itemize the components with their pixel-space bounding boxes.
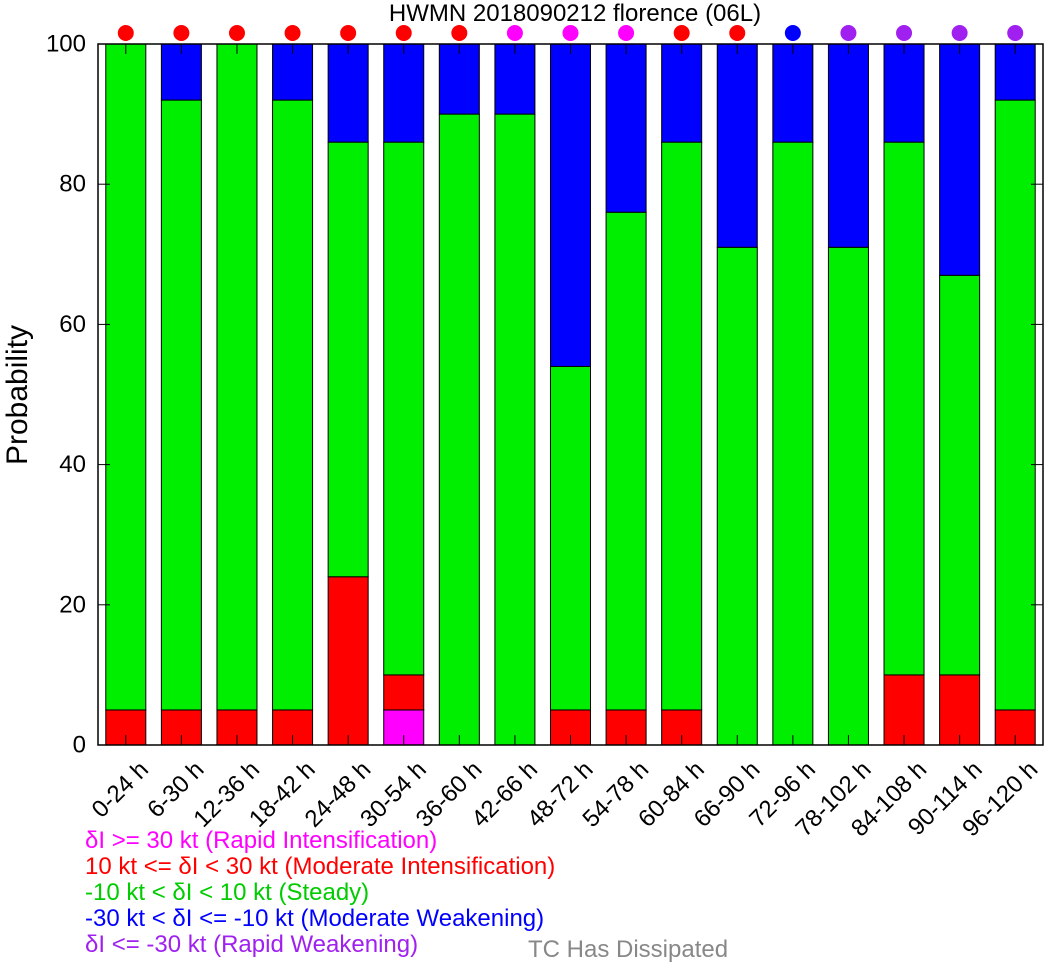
bar-segment-2-9 [605,211,647,711]
bar-segment-3-5 [383,43,425,143]
bar-segment-3-11 [716,43,758,248]
bar-segment-2-14 [883,141,925,676]
bar-segment-3-4 [327,43,369,143]
chart-title: HWMN 2018090212 florence (06L) [389,0,761,27]
y-axis-label: Probability [1,325,34,465]
top-marker-1 [173,25,190,41]
legend-entry-dissipated: TC Has Dissipated [528,936,729,963]
top-marker-3 [284,25,301,41]
legend-entry-steady: -10 kt < δI < 10 kt (Steady) [85,879,370,906]
top-marker-6 [451,25,468,41]
bar-segment-2-2 [216,43,258,711]
y-tick-label-5: 100 [46,31,86,58]
bar-segment-2-4 [327,141,369,578]
bar-segment-2-3 [272,99,314,711]
bar-segment-2-12 [772,141,814,746]
top-marker-5 [395,25,412,41]
bar-segment-3-13 [827,43,869,248]
y-tick-label-2: 40 [59,451,86,478]
bar-segment-2-5 [383,141,425,676]
bar-segment-2-16 [994,99,1036,711]
bar-segment-2-13 [827,246,869,746]
top-marker-13 [840,25,857,41]
legend-entry-rapid-intensification: δI >= 30 kt (Rapid Intensification) [85,827,438,854]
bar-segment-3-7 [494,43,536,115]
top-marker-9 [618,25,635,41]
bar-segment-2-0 [105,43,147,711]
top-marker-15 [951,25,968,41]
bar-segment-3-14 [883,43,925,143]
bar-segment-2-10 [661,141,703,711]
bar-segment-1-14 [883,674,925,746]
top-marker-4 [340,25,357,41]
top-marker-0 [117,25,134,41]
x-tick-label-0: 0-24 h [87,756,154,823]
bar-segment-1-5 [383,674,425,711]
y-tick-label-0: 0 [73,732,86,759]
bar-segment-3-9 [605,43,647,213]
top-marker-7 [506,25,523,41]
bar-segment-2-1 [160,99,202,711]
top-marker-11 [729,25,746,41]
bar-segment-2-8 [549,365,592,711]
legend-entry-rapid-weakening: δI <= -30 kt (Rapid Weakening) [85,931,419,958]
bar-segment-1-15 [939,674,981,746]
top-marker-14 [896,25,913,41]
top-marker-8 [562,25,579,41]
top-marker-16 [1007,25,1024,41]
bar-segment-2-11 [716,246,758,746]
bar-segment-3-6 [438,43,480,115]
y-tick-label-1: 20 [59,591,86,618]
legend-entry-moderate-intensification: 10 kt <= δI < 30 kt (Moderate Intensific… [85,853,556,880]
bar-segment-3-12 [772,43,814,143]
bar-segment-2-15 [939,274,981,676]
plot-frame [97,43,1044,746]
bar-segment-3-10 [661,43,703,143]
bar-segment-2-6 [438,113,480,746]
top-marker-12 [784,25,801,41]
bar-segment-2-7 [494,113,536,746]
top-marker-10 [673,25,690,41]
top-marker-2 [228,25,245,41]
legend: δI >= 30 kt (Rapid Intensification) 10 k… [85,828,555,958]
bar-segment-3-8 [549,43,592,367]
y-tick-label-4: 80 [59,171,86,198]
bar-segment-3-15 [939,43,981,276]
bars-layer [105,43,1036,746]
y-tick-label-3: 60 [59,311,86,338]
bar-segment-1-4 [327,576,369,746]
top-markers-layer [117,25,1024,41]
legend-entry-moderate-weakening: -30 kt < δI <= -10 kt (Moderate Weakenin… [85,905,545,932]
